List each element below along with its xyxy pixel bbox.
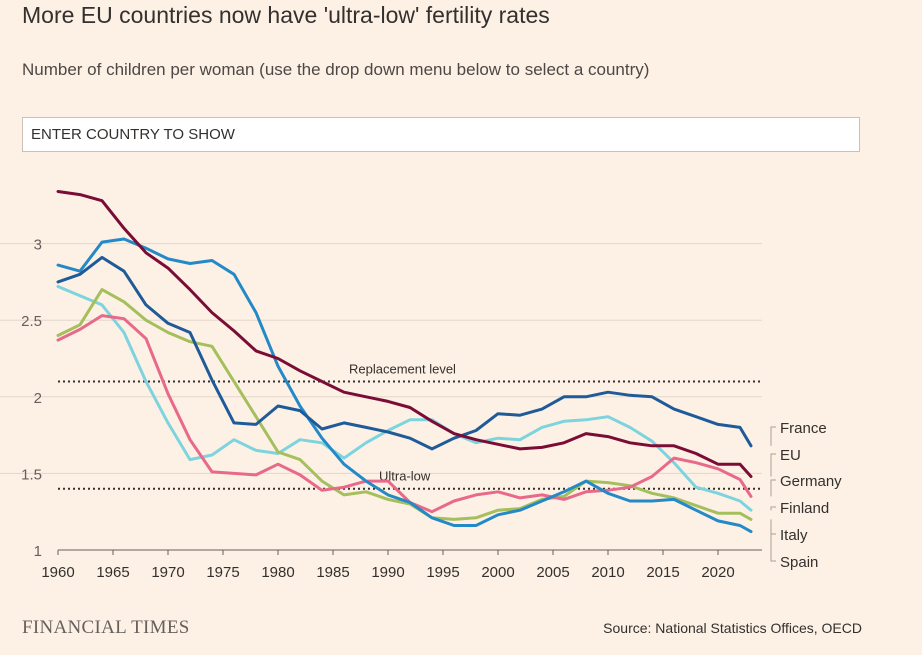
x-tick-label: 2015 <box>646 564 679 581</box>
x-tick-label: 1980 <box>261 564 294 581</box>
x-tick-label: 1990 <box>371 564 404 581</box>
line-chart: 1 1.5 2 2.5 3 1960 1965 1970 1975 1980 1985 1990 199… <box>0 190 842 581</box>
x-tick-label: 2005 <box>536 564 569 581</box>
x-tick-label: 2000 <box>481 564 514 581</box>
series-label-germany: Germany <box>780 473 842 490</box>
x-tick-label: 1960 <box>41 564 74 581</box>
source-note: Source: National Statistics Offices, OEC… <box>603 620 862 636</box>
series-label-italy: Italy <box>780 527 808 544</box>
x-tick-label: 2010 <box>591 564 624 581</box>
y-tick-label: 1.5 <box>21 466 42 483</box>
chart-subtitle: Number of children per woman (use the dr… <box>22 60 650 79</box>
y-tick-label: 2.5 <box>21 313 42 330</box>
y-tick-label: 2 <box>34 390 42 407</box>
series-line-finland <box>56 285 753 512</box>
reference-line-label: Replacement level <box>349 361 456 376</box>
label-connector <box>770 531 776 562</box>
y-tick-label: 3 <box>34 237 42 254</box>
x-tick-label: 1975 <box>206 564 239 581</box>
x-tick-label: 1985 <box>316 564 349 581</box>
chart-title: More EU countries now have 'ultra-low' f… <box>22 2 550 28</box>
reference-line-label: Ultra-low <box>379 469 431 484</box>
brand-logo: FINANCIAL TIMES <box>22 617 190 638</box>
label-connector <box>770 479 776 497</box>
series-label-spain: Spain <box>780 554 818 571</box>
series-line-spain <box>56 237 753 534</box>
label-connector <box>770 506 776 511</box>
label-connector <box>770 453 776 477</box>
country-search-input[interactable] <box>22 117 860 152</box>
x-tick-label: 1970 <box>151 564 184 581</box>
series-label-france: France <box>780 420 827 437</box>
series-line-france <box>56 255 753 451</box>
x-tick-label: 1995 <box>426 564 459 581</box>
x-tick-label: 2020 <box>701 564 734 581</box>
series-label-finland: Finland <box>780 500 829 517</box>
label-connector <box>770 519 776 535</box>
label-connector <box>770 426 776 446</box>
series-label-eu: EU <box>780 447 801 464</box>
y-tick-label: 1 <box>34 543 42 560</box>
series-line-eu <box>56 190 753 478</box>
x-tick-label: 1965 <box>96 564 129 581</box>
